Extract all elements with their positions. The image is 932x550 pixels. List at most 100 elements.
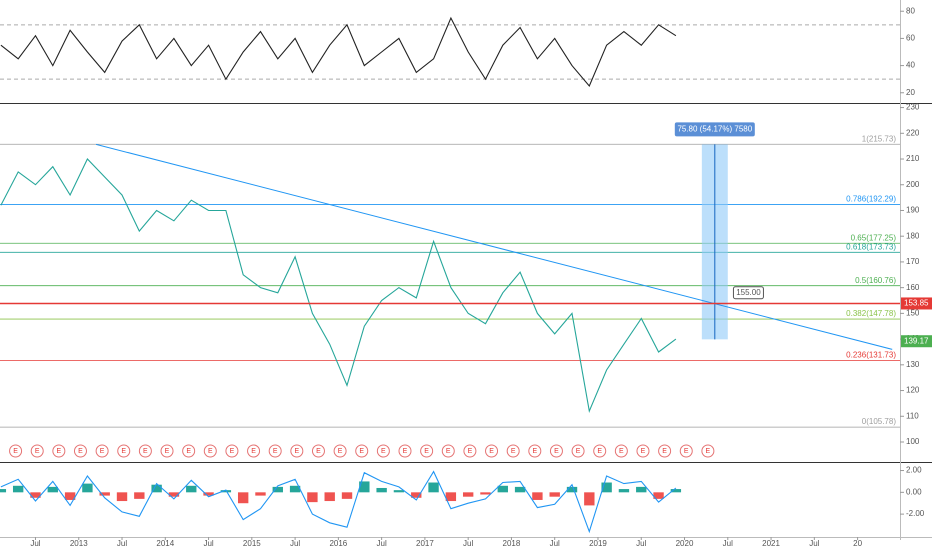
histogram-bar <box>237 492 249 504</box>
x-tick-label: 2014 <box>156 539 174 548</box>
price-label-box <box>901 335 932 348</box>
earnings-label: E <box>186 448 191 455</box>
earnings-marker <box>571 444 585 458</box>
trend-line <box>95 143 893 350</box>
earnings-label: E <box>143 448 148 455</box>
earnings-label: E <box>532 448 537 455</box>
earnings-marker <box>485 444 499 458</box>
earnings-marker <box>506 444 520 458</box>
earnings-marker <box>203 444 217 458</box>
earnings-marker <box>355 444 369 458</box>
histogram-bar <box>272 486 283 493</box>
y-tick-label: 110 <box>906 411 919 420</box>
histogram-bar <box>584 492 595 506</box>
earnings-label: E <box>468 448 473 455</box>
earnings-marker <box>225 444 239 458</box>
x-tick-label: 2016 <box>329 539 347 548</box>
earnings-marker <box>463 444 477 458</box>
x-tick-label: Jul <box>30 539 40 548</box>
histogram-bar <box>566 486 578 493</box>
histogram-bar <box>341 492 353 499</box>
x-tick-label: Jul <box>723 539 733 548</box>
histogram-bar <box>116 492 128 502</box>
earnings-label: E <box>294 448 299 455</box>
histogram-bar <box>220 490 232 493</box>
y-tick-label: 2.00 <box>906 466 922 475</box>
earnings-marker <box>420 444 434 458</box>
trend-label-box <box>732 286 764 300</box>
y-tick-label: 160 <box>906 283 920 292</box>
x-tick-label: 2020 <box>676 539 694 548</box>
histogram-bar <box>30 492 41 498</box>
price-label: 153.85 <box>904 299 929 308</box>
y-tick-label: 80 <box>906 6 915 15</box>
y-tick-label: 60 <box>906 34 915 43</box>
earnings-label: E <box>619 448 624 455</box>
measure-label-box <box>674 122 755 137</box>
fib-label: 0.382(147.78) <box>846 309 896 318</box>
earnings-label: E <box>381 448 386 455</box>
earnings-label: E <box>208 448 213 455</box>
histogram-bar <box>462 492 474 497</box>
y-tick-label: 20 <box>906 88 915 97</box>
x-tick-label: 2021 <box>762 539 780 548</box>
y-tick-label: 0.00 <box>906 487 922 496</box>
histogram-bar <box>480 492 491 495</box>
earnings-label: E <box>251 448 256 455</box>
earnings-label: E <box>662 448 667 455</box>
price-label-box <box>901 297 932 310</box>
histogram-bar <box>47 486 58 493</box>
earnings-marker <box>333 444 347 458</box>
earnings-label: E <box>511 448 516 455</box>
earnings-label: E <box>100 448 105 455</box>
earnings-marker <box>138 444 152 458</box>
histogram-bar <box>549 492 560 497</box>
histogram-bar <box>289 485 301 493</box>
earnings-marker <box>160 444 174 458</box>
earnings-marker <box>441 444 455 458</box>
earnings-label: E <box>576 448 581 455</box>
histogram-bar <box>376 487 387 493</box>
earnings-marker <box>117 444 131 458</box>
earnings-label: E <box>13 448 18 455</box>
histogram-bar <box>168 492 180 497</box>
earnings-label: E <box>403 448 408 455</box>
earnings-label: E <box>57 448 62 455</box>
histogram-bar <box>532 492 543 500</box>
histogram-bar <box>393 490 405 493</box>
earnings-marker <box>95 444 109 458</box>
y-tick-label: 40 <box>906 61 915 70</box>
series-line <box>0 158 677 414</box>
y-tick-label: 200 <box>906 180 920 189</box>
earnings-label: E <box>489 448 494 455</box>
earnings-marker <box>593 444 607 458</box>
earnings-label: E <box>230 448 235 455</box>
histogram-bar <box>134 492 145 499</box>
y-tick-label: 170 <box>906 257 920 266</box>
fib-label: 0.618(173.73) <box>846 242 896 251</box>
price-label: 139.17 <box>904 336 929 345</box>
histogram-bar <box>64 492 76 500</box>
histogram-bar <box>428 482 439 493</box>
earnings-marker <box>398 444 412 458</box>
histogram-bar <box>618 489 630 493</box>
histogram-bar <box>99 492 110 496</box>
earnings-marker <box>9 444 23 458</box>
series-line <box>0 16 677 88</box>
histogram-bar <box>203 492 214 496</box>
earnings-label: E <box>554 448 559 455</box>
y-tick-label: 220 <box>906 128 920 137</box>
earnings-marker <box>73 444 87 458</box>
histogram-bar <box>0 489 7 493</box>
histogram-bar <box>255 492 266 496</box>
fib-label: 0.65(177.25) <box>851 233 897 242</box>
histogram-bar <box>636 486 647 493</box>
histogram-bar <box>411 492 422 498</box>
x-tick-label: Jul <box>809 539 819 548</box>
x-tick-label: 2019 <box>589 539 607 548</box>
y-tick-label: 100 <box>906 437 920 446</box>
earnings-marker <box>528 444 542 458</box>
earnings-label: E <box>446 448 451 455</box>
histogram-bar <box>307 492 318 503</box>
histogram-bar <box>151 484 162 493</box>
